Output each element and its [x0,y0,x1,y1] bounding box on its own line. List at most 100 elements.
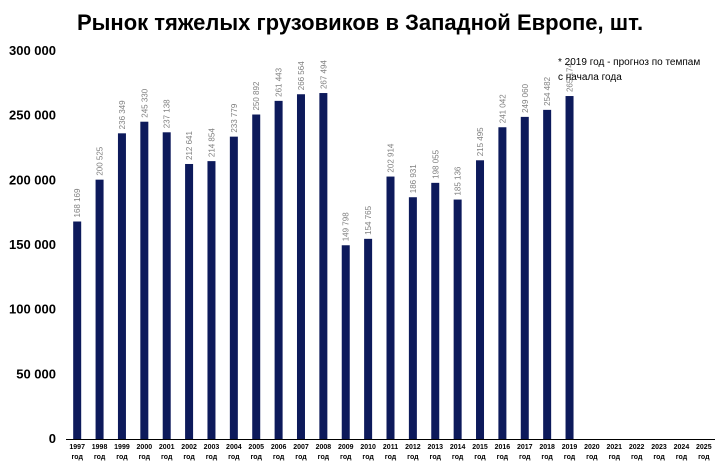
bar [341,245,350,439]
x-tick-suffix: год [698,454,710,461]
value-label: 249 060 [521,83,530,112]
x-tick-label: 2025 [696,444,712,451]
y-tick-label: 200 000 [9,172,56,187]
x-tick-label: 2008 [316,444,332,451]
x-tick-suffix: год [676,454,688,461]
x-tick-suffix: год [94,454,106,461]
y-tick-label: 300 000 [9,43,56,58]
x-tick-label: 2012 [405,444,421,451]
x-tick-suffix: год [541,454,553,461]
x-tick-label: 2022 [629,444,645,451]
y-axis-ticks: 0 50 000 100 000 150 000 200 000 250 000 300 0… [9,43,56,446]
bars [73,93,574,440]
x-tick-suffix: год [653,454,665,461]
bar [476,160,485,439]
value-label: 185 136 [454,166,463,195]
value-label: 198 055 [431,149,440,178]
bar [207,161,216,439]
x-tick-label: 2003 [204,444,220,451]
bar [73,221,82,439]
value-label: 154 765 [364,205,373,234]
y-tick-label: 50 000 [16,366,56,381]
bar [453,199,462,439]
y-tick-label: 250 000 [9,108,56,123]
value-label: 237 138 [163,99,172,128]
value-label: 233 779 [230,103,239,132]
x-tick-label: 2020 [584,444,600,451]
x-tick-suffix: год [250,454,262,461]
bar [565,96,574,439]
x-tick-suffix: год [183,454,195,461]
y-tick-label: 150 000 [9,237,56,252]
value-label: 245 330 [140,88,149,117]
value-label: 266 564 [297,61,306,90]
x-tick-label: 2017 [517,444,533,451]
bar [140,121,149,439]
note-line-1: * 2019 год - прогноз по темпам [558,57,701,68]
value-label: 215 495 [476,127,485,156]
value-label: 168 169 [73,188,82,217]
x-tick-suffix: год [228,454,240,461]
x-tick-label: 2018 [539,444,555,451]
bar [252,114,261,440]
x-tick-suffix: год [452,454,464,461]
x-tick-suffix: год [609,454,621,461]
x-tick-label: 2011 [383,444,398,451]
x-tick-label: 2013 [427,444,443,451]
x-tick-label: 1997 [69,444,85,451]
value-label: 265 174 [566,63,575,92]
value-label: 250 892 [252,81,261,110]
x-tick-label: 2007 [293,444,309,451]
value-label: 186 931 [409,164,418,193]
x-tick-label: 2005 [248,444,264,451]
x-tick-label: 2001 [159,444,175,451]
x-tick-label: 2002 [181,444,197,451]
bar [431,182,440,439]
x-tick-suffix: год [631,454,643,461]
bar [95,179,104,439]
y-tick-label: 0 [49,431,56,446]
bar [162,132,171,439]
x-tick-label: 2006 [271,444,287,451]
x-tick-suffix: год [139,454,151,461]
x-tick-suffix: год [161,454,173,461]
x-tick-label: 2000 [137,444,153,451]
bar [296,94,305,439]
chart-title: Рынок тяжелых грузовиков в Западной Евро… [76,10,644,35]
bar [386,176,395,439]
value-label: 149 798 [342,212,351,241]
x-tick-suffix: год [519,454,531,461]
x-axis-labels: 1997 год 1998 год 1999 год 2000 год 2001 год 2002 г… [69,444,711,461]
x-tick-suffix: год [564,454,576,461]
x-tick-label: 2015 [472,444,488,451]
x-tick-suffix: год [295,454,307,461]
x-tick-suffix: год [497,454,509,461]
x-tick-suffix: год [206,454,218,461]
y-tick-label: 100 000 [9,302,56,317]
x-tick-suffix: год [318,454,330,461]
bar [274,100,283,439]
value-label: 236 349 [118,100,127,129]
x-tick-label: 2019 [562,444,578,451]
x-tick-label: 2016 [495,444,511,451]
x-tick-label: 2004 [226,444,242,451]
x-tick-suffix: год [273,454,285,461]
value-label: 214 854 [207,128,216,157]
x-tick-suffix: год [407,454,419,461]
x-tick-label: 2021 [607,444,623,451]
value-label: 202 914 [387,143,396,172]
bar [520,116,529,440]
bar [319,93,328,440]
value-labels: 168 169 200 525 236 349 245 330 237 138 212 6… [73,60,574,242]
x-tick-suffix: год [71,454,83,461]
value-label: 254 482 [543,76,552,105]
value-label: 200 525 [96,146,105,175]
x-tick-label: 2024 [674,444,690,451]
value-label: 267 494 [319,60,328,89]
bar [408,197,417,439]
bar [543,109,552,440]
value-label: 241 042 [498,94,507,123]
value-label: 212 641 [185,131,194,160]
bar [185,163,194,439]
